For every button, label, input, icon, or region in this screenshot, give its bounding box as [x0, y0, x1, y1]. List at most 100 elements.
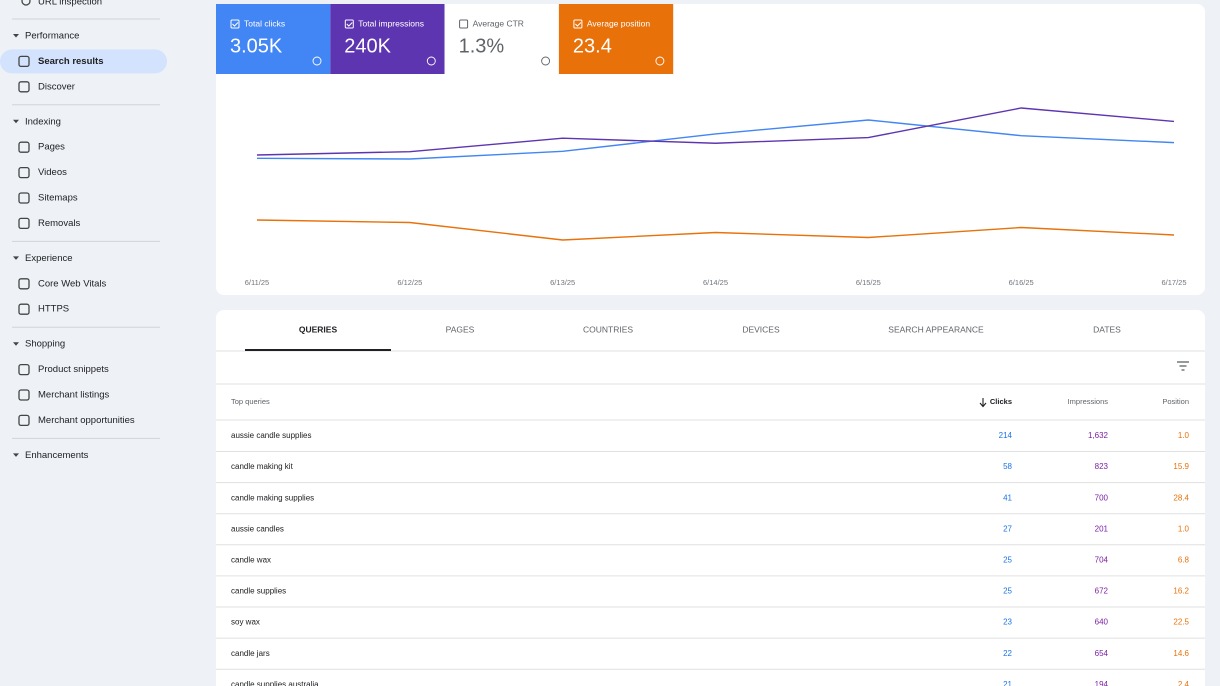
nav-section[interactable]: Indexing: [25, 116, 61, 127]
table-cell: 16.2: [1173, 587, 1189, 596]
x-tick-label: 6/14/25: [703, 278, 728, 287]
table-cell: 194: [1095, 680, 1109, 686]
metric-label[interactable]: Total impressions: [358, 18, 424, 28]
filter-icon[interactable]: [1177, 361, 1189, 371]
tab[interactable]: COUNTRIES: [583, 324, 633, 334]
nav-icon: [21, 0, 31, 6]
section-caret: [13, 256, 19, 260]
metric-value: 240K: [344, 35, 391, 57]
table-cell: 6.8: [1178, 556, 1190, 565]
metric-label[interactable]: Total clicks: [244, 18, 285, 28]
table-cell: 654: [1095, 649, 1109, 658]
x-tick-label: 6/17/25: [1161, 278, 1186, 287]
nav-item[interactable]: Videos: [38, 167, 67, 178]
table-cell: 41: [1003, 493, 1012, 502]
nav-item[interactable]: Discover: [38, 81, 75, 92]
nav-item[interactable]: Merchant listings: [38, 390, 110, 401]
metric-value: 23.4: [573, 35, 612, 57]
metric-label[interactable]: Average CTR: [473, 18, 524, 28]
table-cell: 214: [999, 431, 1013, 440]
metric-check: [346, 22, 353, 27]
nav-icon: [18, 363, 30, 376]
table-cell: 823: [1095, 462, 1109, 471]
metric-help: [541, 56, 551, 66]
nav-icon: [18, 303, 30, 315]
metric-value: 3.05K: [230, 35, 283, 57]
metric-tile[interactable]: [444, 4, 559, 74]
nav-item[interactable]: Removals: [38, 218, 80, 229]
nav-icon: [18, 55, 30, 68]
table-header: Top queries: [231, 397, 270, 406]
metric-checkbox: [230, 19, 240, 29]
table-cell[interactable]: candle making kit: [231, 462, 294, 471]
tab[interactable]: QUERIES: [299, 324, 338, 334]
nav-active: [0, 49, 167, 74]
nav-item[interactable]: Core Web Vitals: [38, 278, 107, 289]
nav-item[interactable]: Merchant opportunities: [38, 415, 135, 426]
table-cell: 27: [1003, 524, 1012, 533]
tab[interactable]: PAGES: [446, 324, 475, 334]
nav-icon: [18, 81, 30, 93]
nav-section[interactable]: Enhancements: [25, 450, 89, 461]
table-cell: 25: [1003, 587, 1012, 596]
sort-arrow: [979, 398, 987, 408]
metric-help: [655, 56, 665, 66]
table-cell[interactable]: aussie candle supplies: [231, 431, 312, 440]
table-header[interactable]: Impressions: [1068, 397, 1109, 406]
table-card: [216, 310, 1205, 686]
metric-tile[interactable]: [216, 4, 331, 74]
nav-section[interactable]: Performance: [25, 31, 79, 42]
table-cell: 201: [1095, 524, 1109, 533]
nav-icon: [18, 389, 30, 401]
table-cell: 704: [1095, 556, 1109, 565]
nav-item[interactable]: Sitemaps: [38, 193, 78, 204]
table-cell[interactable]: candle supplies australia: [231, 680, 319, 686]
series-line: [256, 119, 1175, 160]
table-cell: 14.6: [1173, 649, 1189, 658]
table-cell[interactable]: soy wax: [231, 618, 260, 627]
metric-label[interactable]: Average position: [587, 18, 650, 28]
nav-item[interactable]: Product snippets: [38, 364, 109, 375]
table-cell: 23: [1003, 618, 1012, 627]
metric-checkbox: [344, 19, 354, 29]
metric-value: 1.3%: [459, 35, 505, 57]
metric-checkbox: [573, 19, 583, 29]
section-caret: [13, 34, 19, 38]
table-cell[interactable]: candle supplies: [231, 587, 286, 596]
table-cell: 22: [1003, 649, 1012, 658]
table-cell: 58: [1003, 462, 1012, 471]
metric-check: [575, 22, 582, 27]
nav-icon: [18, 414, 30, 427]
table-cell[interactable]: candle wax: [231, 556, 271, 565]
tab[interactable]: DATES: [1093, 324, 1121, 334]
nav-section[interactable]: Shopping: [25, 339, 65, 350]
table-cell: 640: [1095, 618, 1109, 627]
nav-section[interactable]: Experience: [25, 253, 73, 264]
nav-item[interactable]: Search results: [38, 56, 103, 67]
metric-tile[interactable]: [558, 4, 674, 74]
nav-icon: [18, 166, 30, 179]
nav-icon: [18, 278, 30, 290]
table-cell: 1.0: [1178, 524, 1190, 533]
nav-item[interactable]: HTTPS: [38, 304, 69, 315]
metric-tile[interactable]: [330, 4, 445, 74]
section-caret: [13, 119, 19, 124]
table-cell[interactable]: aussie candles: [231, 524, 284, 533]
table-cell: 2.4: [1178, 680, 1190, 686]
x-tick-label: 6/12/25: [397, 278, 422, 287]
table-header[interactable]: Position: [1162, 397, 1189, 406]
table-cell[interactable]: candle jars: [231, 649, 270, 658]
chart-card: [216, 4, 1205, 295]
tab[interactable]: SEARCH APPEARANCE: [888, 324, 984, 334]
metric-help: [312, 56, 322, 66]
series-line: [256, 219, 1175, 241]
table-cell[interactable]: candle making supplies: [231, 493, 314, 502]
tab[interactable]: DEVICES: [742, 324, 780, 334]
nav-item[interactable]: Pages: [38, 142, 65, 153]
table-cell: 1.0: [1178, 431, 1190, 440]
nav-item[interactable]: URL inspection: [38, 0, 102, 8]
table-cell: 700: [1095, 493, 1109, 502]
table-header[interactable]: Clicks: [990, 397, 1012, 406]
nav-icon: [18, 141, 30, 153]
